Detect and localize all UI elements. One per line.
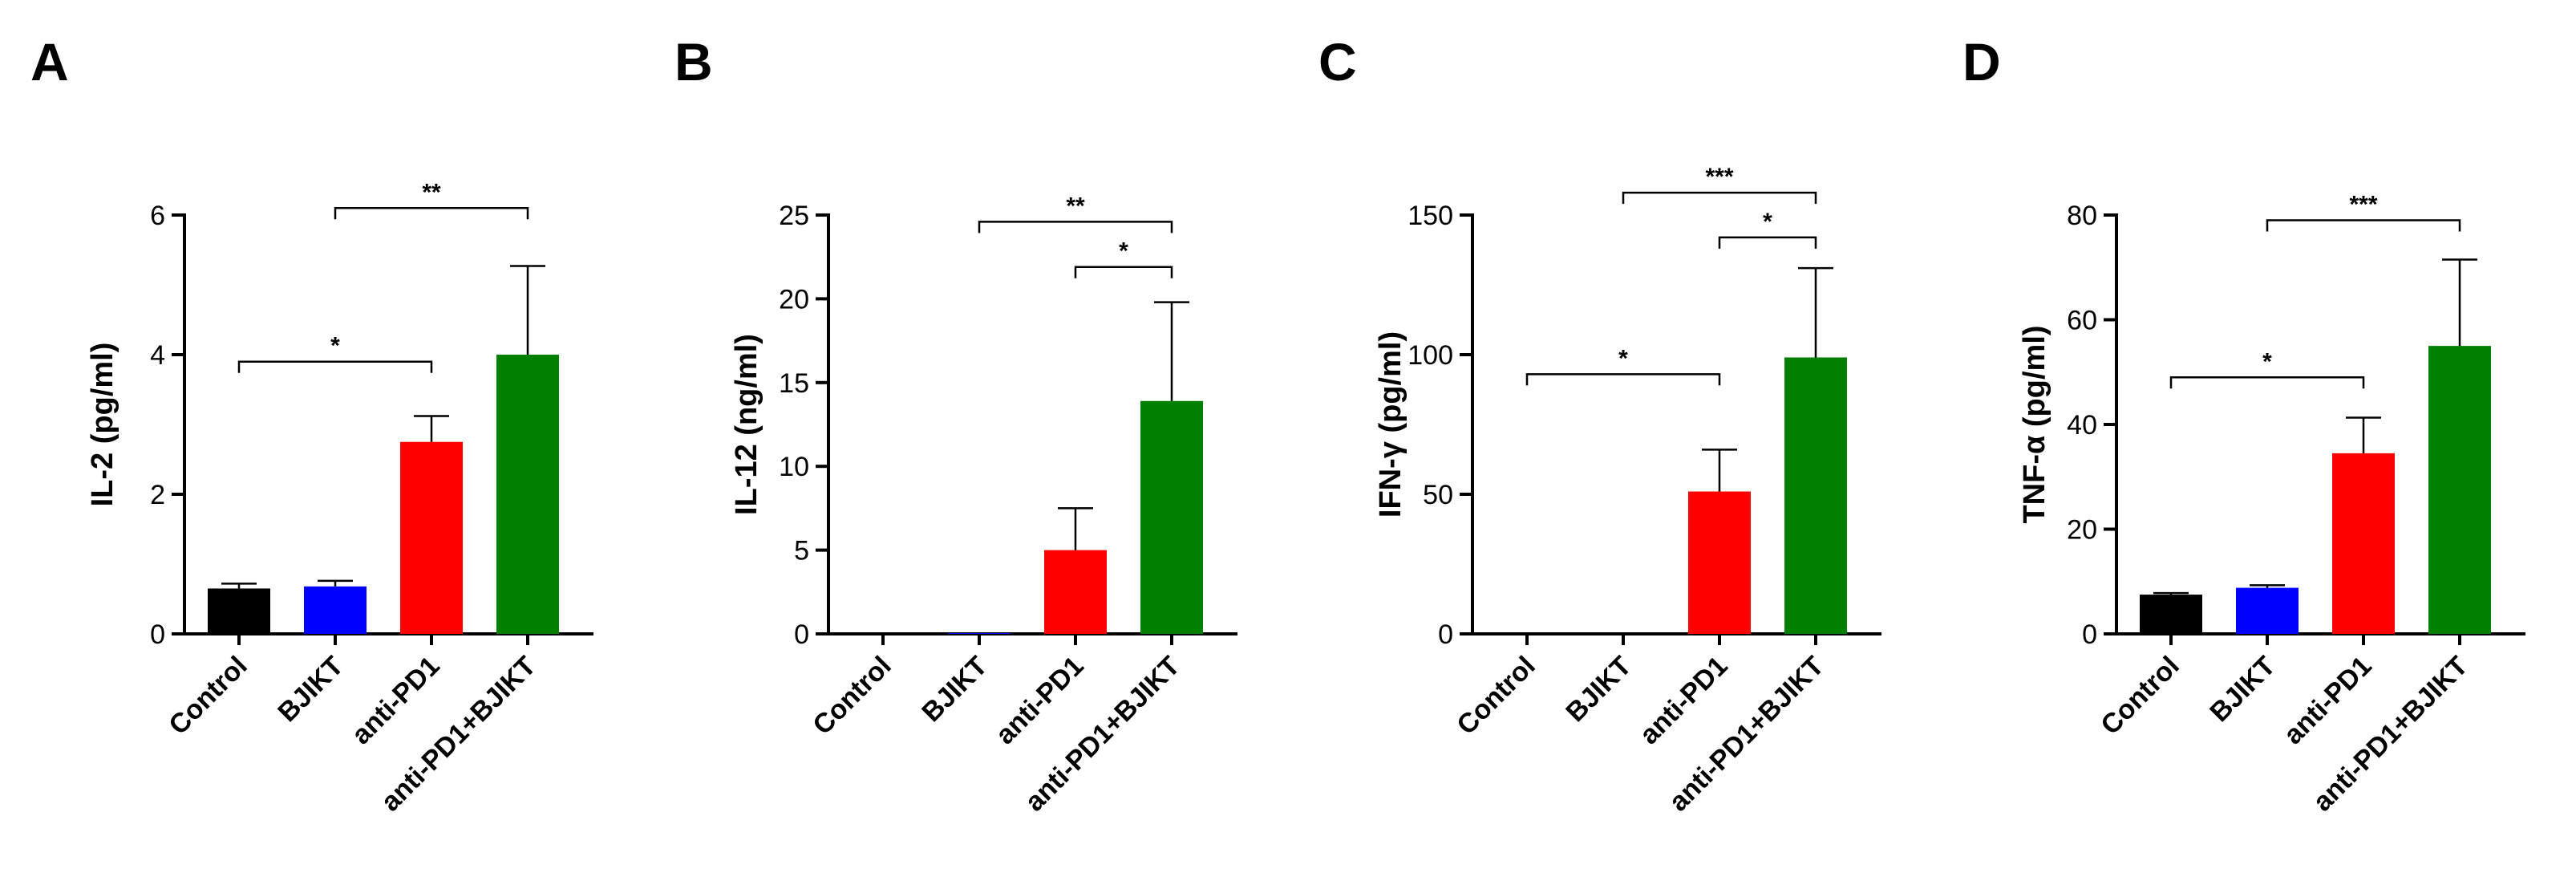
y-tick-label: 50 bbox=[1423, 480, 1453, 510]
chart-c: C IFN-γ (pg/ml) 0 50 100 150 Control BJIKTanti-… bbox=[1318, 32, 1881, 818]
bar bbox=[2332, 453, 2395, 634]
y-tick-label: 0 bbox=[1438, 619, 1453, 650]
bar bbox=[496, 355, 559, 634]
significance-bracket bbox=[1622, 191, 1817, 205]
significance-label: ** bbox=[1066, 193, 1085, 219]
significance-bracket bbox=[1074, 266, 1173, 278]
significance-label: * bbox=[2262, 348, 2272, 375]
panel-c: C IFN-γ (pg/ml) 0 50 100 150 Control BJIKT anti-… bbox=[1288, 0, 1932, 873]
significance-bracket bbox=[237, 360, 433, 373]
y-tick-label: 10 bbox=[779, 452, 809, 482]
y-tick-label: 0 bbox=[794, 619, 809, 650]
y-tick-label: 60 bbox=[2067, 306, 2097, 336]
x-category-label: Control bbox=[163, 651, 253, 741]
significance-label: *** bbox=[2349, 192, 2377, 218]
y-axis-title: IL-12 (ng/ml) bbox=[730, 334, 763, 515]
x-category-label: BJIKT bbox=[272, 651, 349, 728]
chart-d: D TNF-α (pg/ml) 0 20 40 60 80 Control BJIKTanti-… bbox=[1962, 32, 2525, 818]
y-tick-label: 20 bbox=[2067, 515, 2097, 546]
bar bbox=[304, 586, 367, 634]
bar bbox=[948, 632, 1011, 634]
x-category-label: BJIKT bbox=[916, 651, 993, 728]
panel-label: B bbox=[674, 32, 713, 91]
significance-label: ** bbox=[422, 179, 441, 205]
x-category-label: BJIKT bbox=[2204, 651, 2281, 728]
y-tick-label: 5 bbox=[794, 536, 809, 566]
x-category-label: anti-PD1 bbox=[1634, 651, 1733, 750]
x-category-label: anti-PD1 bbox=[346, 651, 445, 750]
x-category-label: anti-PD1 bbox=[990, 651, 1089, 750]
bar bbox=[2236, 587, 2299, 634]
y-tick-label: 40 bbox=[2067, 410, 2097, 441]
bar bbox=[2428, 346, 2491, 634]
bar bbox=[1688, 491, 1751, 634]
x-category-label: Control bbox=[807, 651, 897, 741]
panel-label: C bbox=[1318, 32, 1357, 91]
bar bbox=[1044, 550, 1107, 634]
panel-label: D bbox=[1962, 32, 2001, 91]
significance-label: * bbox=[330, 333, 340, 359]
panel-label: A bbox=[30, 32, 69, 91]
bar bbox=[208, 588, 270, 634]
x-category-label: Control bbox=[2095, 651, 2185, 741]
significance-label: *** bbox=[1705, 164, 1733, 190]
y-axis-title: IL-2 (pg/ml) bbox=[86, 343, 119, 507]
chart-b: B IL-12 (ng/ml) 0 5 10 15 20 25 Control BJIKTanti… bbox=[674, 32, 1237, 818]
y-tick-label: 4 bbox=[150, 340, 165, 371]
panel-a: A IL-2 (pg/ml) 0 2 4 6 Control BJIKT anti-PD1 ant… bbox=[0, 0, 644, 873]
panel-d: D TNF-α (pg/ml) 0 20 40 60 80 Control BJIKT anti-… bbox=[1932, 0, 2576, 873]
panel-b: B IL-12 (ng/ml) 0 5 10 15 20 25 Control BJIKT anti… bbox=[644, 0, 1288, 873]
x-category-label: Control bbox=[1451, 651, 1541, 741]
significance-label: * bbox=[1119, 238, 1128, 265]
bar bbox=[400, 441, 463, 634]
bar bbox=[1784, 357, 1847, 634]
y-tick-label: 15 bbox=[779, 368, 809, 399]
bar bbox=[1140, 400, 1203, 634]
y-tick-label: 2 bbox=[150, 480, 165, 510]
bar bbox=[2140, 595, 2202, 634]
y-tick-label: 150 bbox=[1407, 201, 1453, 231]
significance-bracket bbox=[2169, 376, 2365, 389]
y-tick-label: 6 bbox=[150, 201, 165, 231]
significance-bracket bbox=[2266, 219, 2461, 232]
y-axis-title: IFN-γ (pg/ml) bbox=[1374, 331, 1407, 518]
significance-bracket bbox=[978, 221, 1173, 233]
y-tick-label: 25 bbox=[779, 201, 809, 231]
y-tick-label: 0 bbox=[2082, 619, 2097, 650]
significance-label: * bbox=[1763, 209, 1772, 235]
x-category-label: BJIKT bbox=[1560, 651, 1637, 728]
y-tick-label: 20 bbox=[779, 284, 809, 315]
significance-label: * bbox=[1618, 345, 1628, 372]
y-tick-label: 80 bbox=[2067, 201, 2097, 231]
significance-bracket bbox=[1718, 236, 1817, 249]
y-tick-label: 100 bbox=[1407, 340, 1453, 371]
significance-bracket bbox=[334, 207, 529, 220]
y-tick-label: 0 bbox=[150, 619, 165, 650]
significance-bracket bbox=[1525, 373, 1721, 386]
x-category-label: anti-PD1 bbox=[2278, 651, 2377, 750]
y-axis-title: TNF-α (pg/ml) bbox=[2018, 325, 2051, 523]
